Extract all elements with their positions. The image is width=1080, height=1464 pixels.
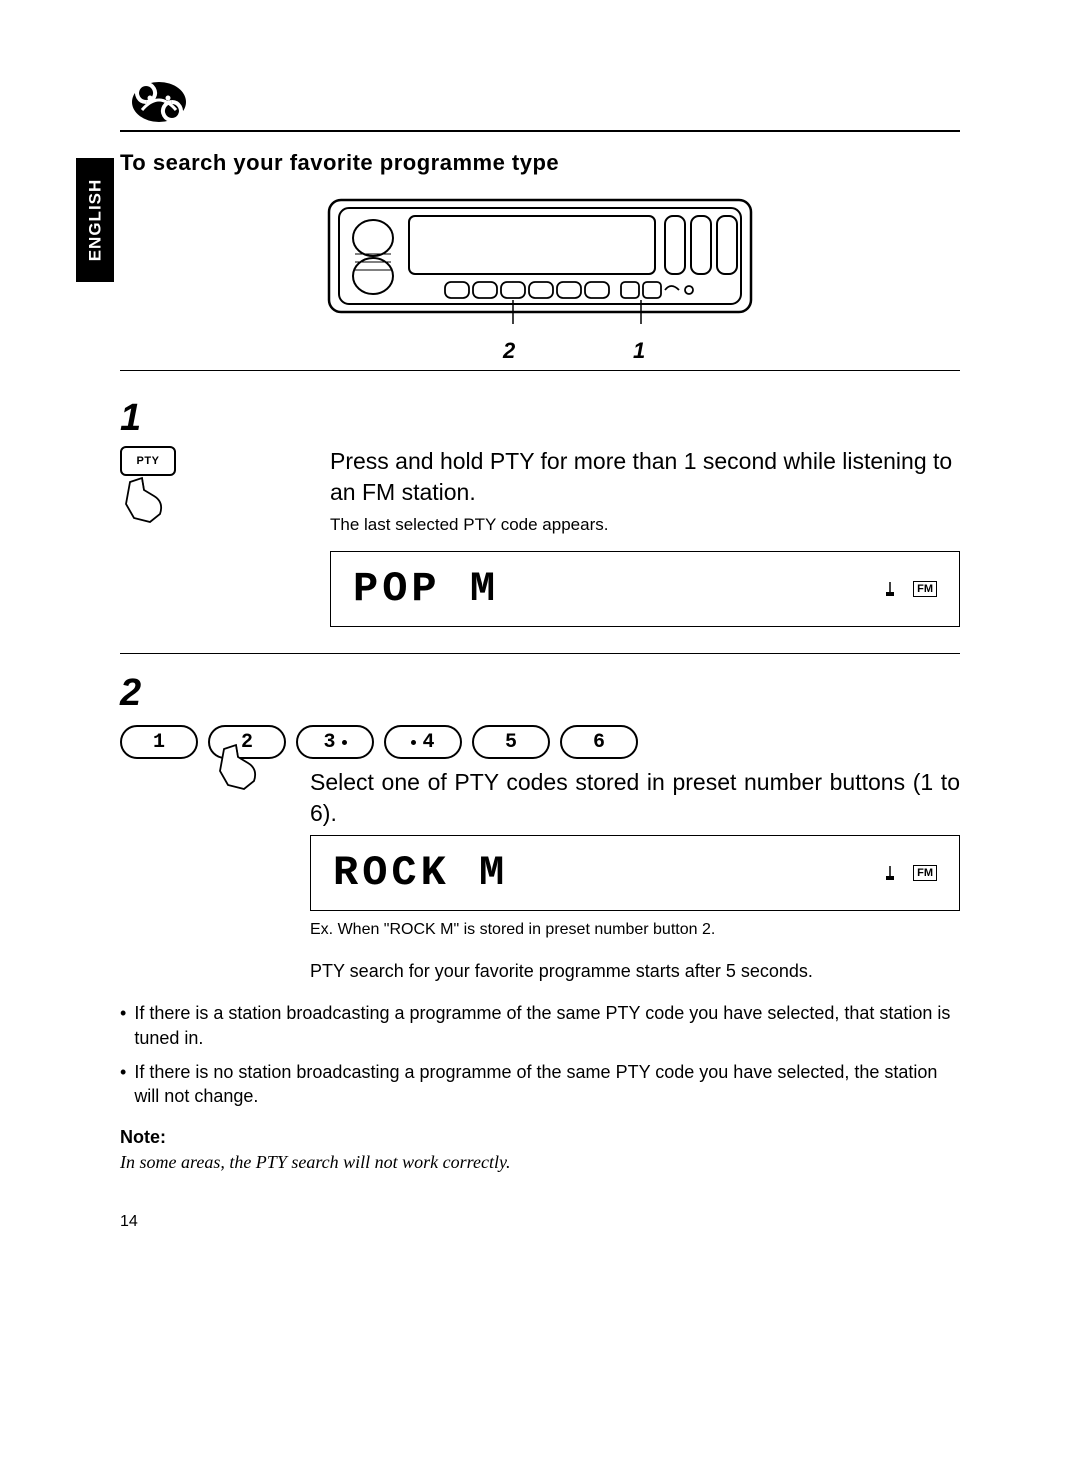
- example-note: Ex. When "ROCK M" is stored in preset nu…: [310, 921, 960, 939]
- car-stereo-icon: [325, 194, 755, 324]
- dot-icon: [411, 740, 416, 745]
- step2-text-column: Select one of PTY codes stored in preset…: [310, 767, 960, 1001]
- fm-badge: FM: [913, 581, 937, 597]
- followup-text: PTY search for your favorite programme s…: [310, 959, 960, 983]
- step-number: 2: [120, 672, 960, 715]
- preset-label: 6: [593, 731, 605, 754]
- preset-button: 3: [296, 725, 374, 759]
- dot-icon: [342, 740, 347, 745]
- step-icon-column: PTY: [120, 446, 310, 635]
- bullet-list: •If there is a station broadcasting a pr…: [120, 1001, 960, 1108]
- step-1: 1 PTY Press and hold PTY for more than 1…: [120, 397, 960, 654]
- preset-row-wrap: 123456: [120, 721, 960, 767]
- press-hand-icon: [214, 743, 266, 791]
- preset-button: 4: [384, 725, 462, 759]
- pty-key-label: PTY: [120, 446, 176, 476]
- callout-number: 1: [633, 338, 645, 364]
- header-row: [120, 80, 960, 132]
- lcd-display: POP M FM: [330, 551, 960, 627]
- bullet-dot-icon: •: [120, 1001, 126, 1050]
- callout-row: 2 1: [325, 324, 755, 364]
- lcd-text: POP M: [353, 565, 867, 613]
- brand-logo-icon: [130, 80, 188, 124]
- antenna-icon: [885, 866, 895, 880]
- bullet-item: •If there is a station broadcasting a pr…: [120, 1001, 960, 1050]
- step2-wrap: 123456 Select one of PTY codes stored in…: [120, 721, 960, 1001]
- callout-number: 2: [503, 338, 515, 364]
- antenna-icon: [885, 582, 895, 596]
- press-hand-icon: [120, 476, 172, 524]
- pty-button-press-icon: PTY: [120, 446, 310, 524]
- instruction-sub: The last selected PTY code appears.: [330, 514, 960, 537]
- lcd-text: ROCK M: [333, 849, 867, 897]
- bullet-item: •If there is no station broadcasting a p…: [120, 1060, 960, 1109]
- radio-figure: 2 1: [120, 194, 960, 371]
- preset-button: 5: [472, 725, 550, 759]
- preset-label: 4: [422, 731, 434, 754]
- step-body: PTY Press and hold PTY for more than 1 s…: [120, 446, 960, 635]
- page-number: 14: [120, 1213, 138, 1231]
- preset-button: 1: [120, 725, 198, 759]
- preset-button: 6: [560, 725, 638, 759]
- step-2: 2 123456 Select one of PTY codes stored …: [120, 672, 960, 1173]
- fm-badge: FM: [913, 865, 937, 881]
- instruction-main: Press and hold PTY for more than 1 secon…: [330, 446, 960, 508]
- note-body: In some areas, the PTY search will not w…: [120, 1152, 960, 1173]
- note-heading: Note:: [120, 1127, 960, 1148]
- bullet-text: If there is a station broadcasting a pro…: [134, 1001, 960, 1050]
- step-text-column: Press and hold PTY for more than 1 secon…: [330, 446, 960, 635]
- preset-label: 5: [505, 731, 517, 754]
- language-tab: ENGLISH: [76, 158, 114, 282]
- step-number: 1: [120, 397, 960, 440]
- instruction-main: Select one of PTY codes stored in preset…: [310, 767, 960, 829]
- language-label: ENGLISH: [85, 179, 105, 262]
- bullet-dot-icon: •: [120, 1060, 126, 1109]
- preset-label: 3: [323, 731, 335, 754]
- lcd-display: ROCK M FM: [310, 835, 960, 911]
- bullet-text: If there is no station broadcasting a pr…: [134, 1060, 960, 1109]
- section-title: To search your favorite programme type: [120, 150, 960, 176]
- preset-label: 1: [153, 731, 165, 754]
- manual-page: ENGLISH To search your favorite programm…: [120, 80, 960, 1173]
